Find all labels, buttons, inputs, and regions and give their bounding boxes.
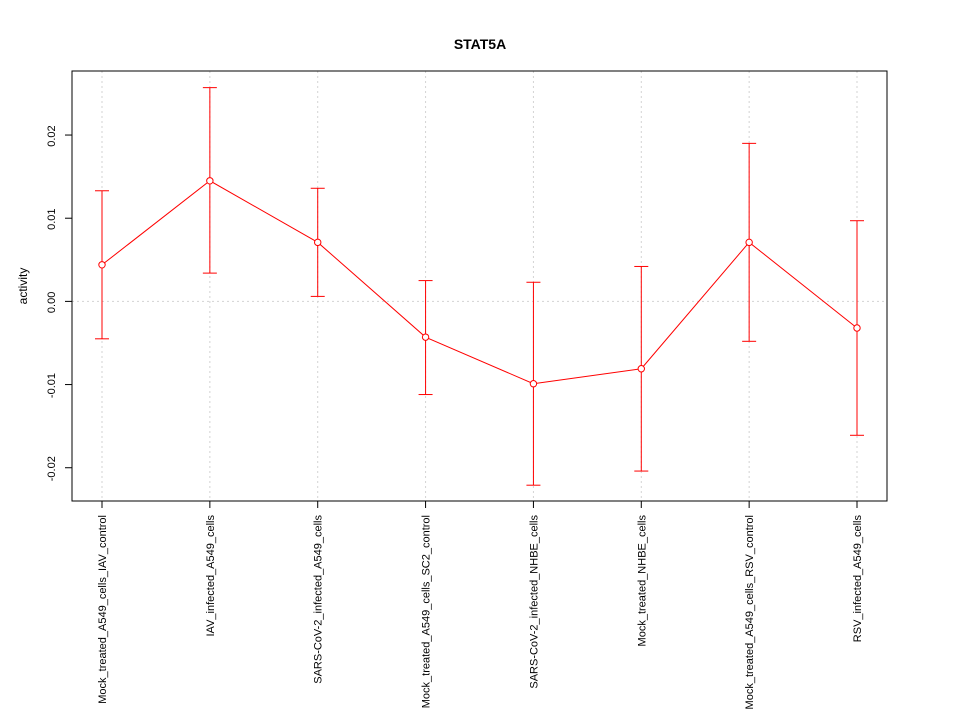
grid: [72, 71, 887, 501]
data-point: [314, 238, 322, 247]
y-tick-label: 0.02: [46, 125, 58, 146]
data-point: [637, 365, 645, 373]
plot-frame: [71, 70, 888, 502]
x-tick-label: SARS-CoV-2_infected_A549_cells: [313, 515, 325, 684]
x-tick-label: Mock_treated_A549_cells_RSV_control: [744, 515, 756, 709]
axes: -0.02 -0.01 0.00 0.01 0.02 Mock_treated_A549_…: [46, 70, 888, 709]
series-line: [101, 180, 858, 385]
x-tick-label: Mock_treated_A549_cells_SC2_control: [421, 515, 433, 708]
data-point: [206, 177, 214, 185]
y-tick-label: 0.01: [46, 209, 58, 230]
y-axis-label: activity: [16, 268, 30, 305]
x-tick-label: SARS-CoV-2_infected_NHBE_cells: [528, 515, 540, 689]
data-series: [95, 87, 864, 486]
x-tick-label: IAV_infected_A549_cells: [205, 515, 217, 637]
data-point: [98, 261, 106, 269]
y-tick-label: 0.00: [46, 292, 58, 313]
data-point: [529, 380, 538, 388]
x-tick-label: RSV_infected_A549_cells: [852, 515, 864, 643]
y-tick-label: -0.02: [46, 456, 58, 481]
data-point: [853, 324, 861, 332]
x-tick-label: Mock_treated_NHBE_cells: [636, 515, 648, 647]
chart-title: STAT5A: [454, 36, 506, 52]
x-tick-label: Mock_treated_A549_cells_IAV_control: [97, 515, 109, 704]
y-tick-label: -0.01: [46, 373, 58, 398]
data-point: [745, 238, 753, 247]
data-point: [421, 333, 430, 341]
